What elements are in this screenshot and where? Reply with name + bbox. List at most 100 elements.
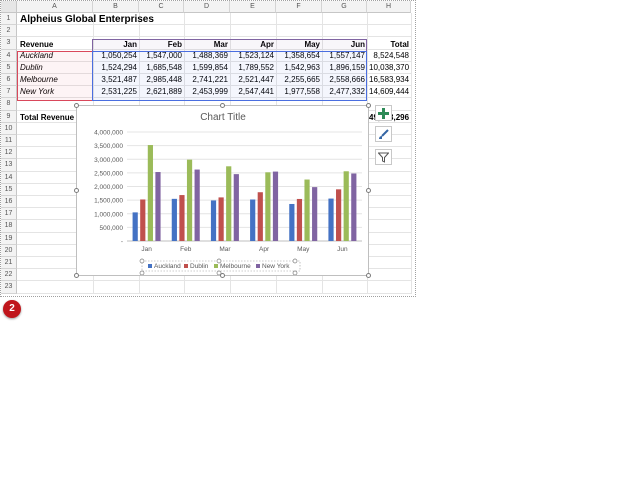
column-header[interactable]: G [322,1,367,13]
legend-entry[interactable]: New York [262,263,290,270]
row-header[interactable]: 4 [1,49,17,62]
bar-dublin[interactable] [296,198,303,241]
bar-new-york[interactable] [155,172,161,241]
bar-new-york[interactable] [194,169,200,241]
revenue-cell[interactable]: 2,531,225 [101,87,137,97]
chart-resize-handle[interactable] [366,103,371,108]
column-header[interactable]: F [276,1,322,13]
city-name-cell[interactable]: Dublin [20,62,43,72]
bar-melbourne[interactable] [343,171,349,241]
chart-styles-button[interactable] [375,126,392,142]
legend-resize-handle[interactable] [139,270,145,276]
revenue-cell[interactable]: 1,488,369 [192,50,228,60]
revenue-header[interactable]: Revenue [20,40,54,49]
row-total-cell[interactable]: 8,524,548 [373,50,409,60]
row-header[interactable]: 21 [1,257,17,270]
row-header[interactable]: 15 [1,183,17,196]
row-header[interactable]: 5 [1,61,17,74]
month-header[interactable]: Apr [260,40,274,49]
chart-title[interactable]: Chart Title [200,112,246,123]
row-total-cell[interactable]: 14,609,444 [369,87,410,97]
row-header[interactable]: 19 [1,232,17,245]
legend-resize-handle[interactable] [216,258,222,264]
revenue-cell[interactable]: 1,599,854 [192,62,228,72]
row-header[interactable]: 23 [1,281,17,294]
city-name-cell[interactable]: New York [20,87,55,97]
bar-new-york[interactable] [351,173,357,241]
column-header[interactable]: A [17,1,93,13]
row-total-cell[interactable]: 16,583,934 [369,75,410,84]
chart-filters-button[interactable] [375,149,392,165]
legend-entry[interactable]: Melbourne [220,263,251,270]
legend-entry[interactable]: Auckland [154,263,181,270]
row-header[interactable]: 18 [1,220,17,233]
revenue-cell[interactable]: 2,621,889 [146,87,182,97]
column-chart[interactable]: Chart Title 4,000,000 3,500,000 3,000,000 2… [74,103,371,278]
revenue-cell[interactable]: 2,255,665 [284,75,320,84]
bar-melbourne[interactable] [186,159,193,241]
bar-melbourne[interactable] [147,145,153,241]
total-header[interactable]: Total [390,40,409,49]
bar-dublin[interactable] [257,192,263,241]
bar-new-york[interactable] [233,174,239,241]
bar-auckland[interactable] [132,212,138,241]
legend-entry[interactable]: Dublin [190,263,209,270]
bar-melbourne[interactable] [226,166,232,241]
revenue-cell[interactable]: 2,477,332 [329,87,365,97]
row-header[interactable]: 11 [1,135,17,148]
row-header[interactable]: 13 [1,159,17,172]
legend-resize-handle[interactable] [139,258,145,264]
chart-resize-handle[interactable] [74,188,79,193]
row-header[interactable]: 12 [1,147,17,160]
bar-auckland[interactable] [250,199,256,241]
row-header[interactable]: 8 [1,98,17,111]
bar-new-york[interactable] [272,171,279,241]
bar-dublin[interactable] [179,195,185,241]
revenue-cell[interactable]: 1,542,963 [284,62,320,72]
row-header[interactable]: 14 [1,171,17,184]
column-header[interactable]: D [184,1,230,13]
chart-resize-handle[interactable] [74,273,79,278]
chart-resize-handle[interactable] [74,103,79,108]
revenue-cell[interactable]: 2,453,999 [192,87,228,97]
row-header[interactable]: 6 [1,74,17,87]
row-header[interactable]: 20 [1,244,17,257]
revenue-cell[interactable]: 1,523,124 [238,50,274,60]
month-header[interactable]: May [304,40,320,49]
bar-new-york[interactable] [312,187,318,241]
revenue-cell[interactable]: 1,524,294 [101,62,137,72]
revenue-cell[interactable]: 2,558,666 [329,75,365,84]
bar-auckland[interactable] [171,198,177,241]
bar-auckland[interactable] [289,203,295,241]
revenue-cell[interactable]: 1,358,654 [284,50,320,60]
chart-resize-handle[interactable] [220,273,225,278]
revenue-cell[interactable]: 3,521,487 [101,75,137,84]
bar-dublin[interactable] [336,189,342,241]
row-header[interactable]: 22 [1,269,17,282]
legend-resize-handle[interactable] [292,270,298,276]
legend-resize-handle[interactable] [292,258,298,264]
revenue-cell[interactable]: 1,685,548 [146,62,182,72]
revenue-cell[interactable]: 2,547,441 [238,87,274,97]
revenue-cell[interactable]: 1,050,254 [101,50,137,60]
revenue-cell[interactable]: 1,547,000 [146,50,182,60]
revenue-cell[interactable]: 2,741,221 [192,75,228,84]
select-all-corner[interactable] [1,1,17,13]
column-header[interactable]: H [367,1,411,13]
row-header[interactable]: 7 [1,86,17,99]
bar-auckland[interactable] [328,198,334,241]
chart-elements-button[interactable] [375,105,392,121]
total-revenue-label[interactable]: Total Revenue [20,113,75,122]
column-header[interactable]: B [93,1,139,13]
bar-auckland[interactable] [210,200,217,241]
revenue-cell[interactable]: 1,896,159 [329,62,365,72]
revenue-cell[interactable]: 2,521,447 [238,75,274,84]
revenue-cell[interactable]: 2,985,448 [146,75,182,84]
column-header[interactable]: C [139,1,184,13]
revenue-cell[interactable]: 1,977,558 [284,87,320,97]
row-header[interactable]: 16 [1,196,17,209]
month-header[interactable]: Feb [167,40,182,49]
row-header[interactable]: 1 [1,13,17,26]
bar-melbourne[interactable] [304,179,310,241]
